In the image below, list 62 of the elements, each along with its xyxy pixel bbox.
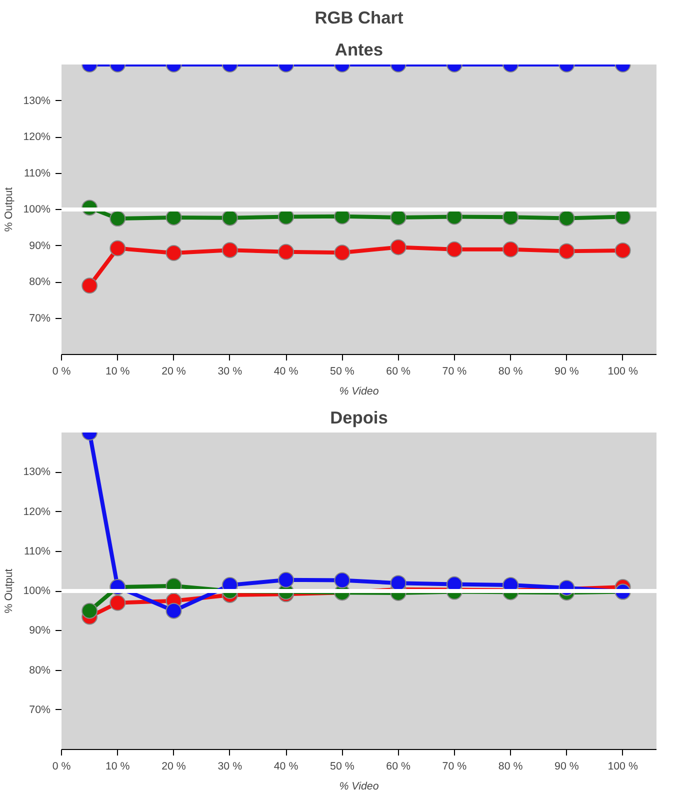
point [558, 210, 575, 226]
x-tick-label: 90 % [554, 366, 580, 378]
y-tick-label: 110% [24, 545, 52, 558]
y-tick-label: 130% [23, 94, 52, 107]
point [166, 245, 182, 261]
y-tick-label: 100% [23, 585, 52, 597]
x-tick-label: 10 % [105, 760, 130, 772]
point [82, 278, 98, 294]
x-tick-label: 0 % [52, 760, 72, 772]
x-tick-label: 50 % [330, 366, 355, 378]
y-tick-label: 120% [23, 131, 52, 143]
y-tick-label: 120% [23, 506, 52, 518]
x-tick-label: 10 % [105, 366, 130, 378]
y-tick-label: 80% [29, 664, 52, 676]
y-tick-label: 90% [29, 240, 52, 252]
point [390, 239, 406, 256]
x-tick-label: 20 % [162, 760, 186, 772]
y-axis-title: % Output [3, 187, 16, 232]
x-tick-label: 60 % [386, 366, 411, 378]
x-tick-label: 50 % [330, 760, 355, 772]
x-tick-label: 70 % [442, 760, 468, 772]
point [222, 210, 238, 226]
point [82, 602, 98, 619]
point [334, 244, 350, 261]
x-tick-label: 80 % [498, 366, 524, 378]
x-tick-label: 90 % [554, 760, 580, 772]
point [166, 602, 182, 619]
x-tick-label: 100 % [608, 760, 638, 772]
chart-title: RGB Chart [314, 8, 404, 28]
point [502, 241, 519, 258]
point [110, 240, 126, 256]
y-tick-label: 100% [23, 204, 52, 216]
y-tick-label: 80% [29, 276, 52, 288]
x-tick-label: 40 % [274, 760, 299, 772]
x-tick-label: 80 % [498, 760, 524, 772]
y-axis-title: % Output [3, 568, 16, 614]
point [110, 594, 126, 611]
chart-subtitle: Antes [334, 40, 384, 60]
x-tick-label: 30 % [218, 760, 243, 772]
point [446, 241, 462, 258]
x-tick-label: 20 % [162, 366, 186, 378]
chart-title: Depois [330, 408, 388, 428]
point [334, 572, 350, 588]
x-axis-title: % Video [339, 780, 379, 792]
y-tick-label: 90% [29, 624, 52, 637]
x-tick-label: 70 % [442, 366, 468, 378]
x-tick-label: 40 % [274, 366, 299, 378]
point [110, 210, 126, 227]
point [558, 243, 575, 260]
y-tick-label: 70% [29, 704, 52, 716]
point [278, 572, 294, 588]
x-tick-label: 0 % [52, 366, 72, 378]
x-tick-label: 30 % [218, 366, 243, 378]
x-axis-title: % Video [339, 386, 379, 398]
point [278, 244, 294, 260]
point [614, 242, 631, 258]
x-tick-label: 60 % [386, 760, 411, 772]
y-tick-label: 70% [29, 312, 52, 324]
y-tick-label: 130% [23, 466, 52, 478]
point [222, 242, 238, 258]
x-tick-label: 100 % [608, 366, 638, 378]
y-tick-label: 110% [24, 167, 52, 180]
